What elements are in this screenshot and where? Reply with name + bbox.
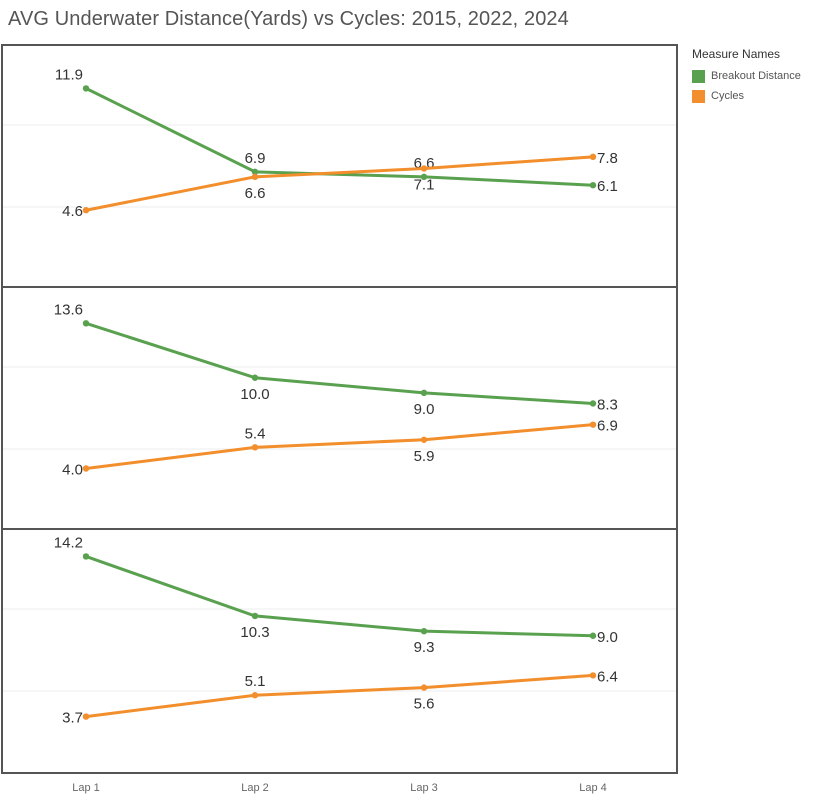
data-label-cycles: 6.9 [597,418,618,435]
pane-1: 11.96.9 6.66.14.66.6 7.17.8 [3,66,676,220]
data-label-breakout-distance: 6.1 [597,178,618,195]
x-tick-label: Lap 1 [72,782,100,794]
legend-swatch-cycles [692,89,705,103]
legend-item-breakout-distance[interactable]: Breakout Distance [692,66,828,86]
data-point-breakout-distance[interactable] [420,627,428,635]
data-label-cycles: 5.1 [245,673,266,690]
legend: Measure Names Breakout Distance Cycles [692,47,828,106]
pane-3: 14.2 10.3 9.3 9.0 3.7 5.1 5.6 6.4 [3,534,676,727]
series-line-breakout-distance [84,321,595,405]
data-point-cycles[interactable] [251,173,259,181]
data-label-breakout-distance: 10.3 [240,624,269,641]
data-point-cycles[interactable] [589,153,597,161]
data-label-cycles: 5.9 [414,448,435,465]
data-point-cycles[interactable] [589,672,597,679]
legend-title: Measure Names [692,47,781,61]
data-label-breakout-distance: 8.3 [597,396,618,413]
series-line-cycles [84,155,595,212]
legend-label-cycles: Cycles [711,90,745,102]
data-point-breakout-distance[interactable] [82,320,90,327]
data-label-cycles: 4.6 [62,203,83,220]
x-tick-label: Lap 3 [410,782,438,794]
data-point-breakout-distance[interactable] [589,632,597,639]
data-label-cycles: 3.7 [62,710,83,727]
data-point-breakout-distance[interactable] [589,181,597,189]
series-line-breakout-distance [84,86,595,187]
legend-item-cycles[interactable]: Cycles [692,86,828,106]
data-label-cycles: 6.4 [597,668,618,685]
data-label-breakout-distance: 6.9 [245,150,266,167]
series-line-breakout-distance [84,554,595,638]
data-point-cycles[interactable] [251,692,259,699]
data-label-cycles: 5.6 [414,696,435,713]
chart-title: AVG Underwater Distance(Yards) vs Cycles… [8,8,569,30]
pane-2: 13.6 10.0 9.0 8.3 4.0 5.4 5.9 6.9 [3,301,676,479]
data-point-cycles[interactable] [82,465,90,472]
data-label-cycles: 4.0 [62,462,83,479]
data-point-breakout-distance[interactable] [420,389,428,397]
data-label-cycles: 7.8 [597,150,618,167]
data-point-cycles[interactable] [420,436,428,443]
x-tick-label: Lap 2 [241,782,269,794]
data-point-cycles[interactable] [420,165,428,172]
data-point-breakout-distance[interactable] [251,374,259,381]
data-label-breakout-distance: 9.0 [414,401,435,418]
data-label-breakout-distance: 9.3 [414,639,435,656]
data-label-breakout-distance: 9.0 [597,629,618,646]
data-point-cycles[interactable] [82,207,90,214]
chart-frame [1,44,678,774]
series-line-cycles [84,673,595,719]
data-label-breakout-distance: 11.9 [55,66,83,83]
legend-swatch-breakout-distance [692,69,705,83]
data-point-breakout-distance[interactable] [82,85,90,92]
data-label-breakout-distance: 13.6 [54,301,83,318]
data-point-breakout-distance[interactable] [420,173,428,181]
data-point-breakout-distance[interactable] [82,553,90,560]
data-label-cycles: 6.6 [245,185,266,202]
series-line-cycles [84,423,595,470]
x-tick-label: Lap 4 [579,782,607,794]
data-label-breakout-distance: 10.0 [240,386,269,403]
data-point-breakout-distance[interactable] [251,612,259,620]
data-label-breakout-distance: 14.2 [54,534,83,551]
data-point-cycles[interactable] [420,684,428,691]
data-point-breakout-distance[interactable] [589,400,597,407]
legend-label-breakout-distance: Breakout Distance [711,70,801,82]
data-label-cycles: 5.4 [245,425,266,442]
data-point-cycles[interactable] [82,713,90,720]
data-point-cycles[interactable] [251,444,259,451]
data-point-breakout-distance[interactable] [251,168,259,176]
data-point-cycles[interactable] [589,421,597,428]
data-label-cycles: 7.1 [414,177,435,194]
